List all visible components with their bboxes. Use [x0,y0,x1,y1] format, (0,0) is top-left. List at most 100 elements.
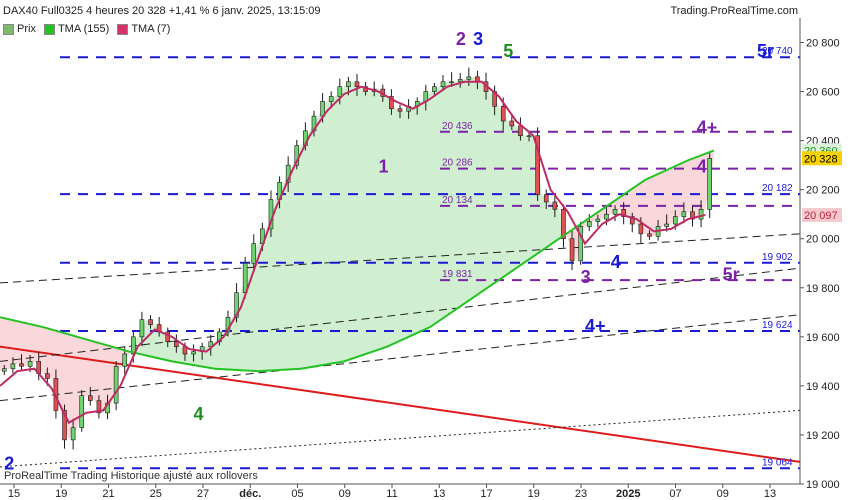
x-tick-label-16: 13 [764,488,776,500]
candle-body [569,238,575,262]
footer-note: ProRealTime Trading Historique ajusté au… [4,470,258,482]
fill-band [516,125,525,269]
fill-band [627,185,637,225]
fill-band [387,96,396,347]
candle-body [561,209,566,240]
x-tick-label-5: déc. [239,488,261,500]
y-tick-label-5: 19 800 [806,283,840,295]
fill-band [688,156,697,220]
wave-label-9: 4+ [697,117,718,137]
fill-band [369,89,379,353]
fill-band [344,81,353,362]
candle-body [337,86,343,97]
wave-label-4: 3 [473,29,483,49]
fill-band [146,319,155,358]
fill-band [318,101,327,366]
x-tick-label-3: 25 [150,488,162,500]
wave-label-6: 3 [581,267,591,287]
wave-label-3: 2 [456,29,466,49]
x-tick-label-11: 19 [528,488,540,500]
fill-band [481,81,491,292]
x-tick-label-9: 13 [433,488,445,500]
fill-band [25,323,35,367]
candle-body [552,201,558,210]
candle-body [10,363,16,370]
fill-band [361,86,370,356]
fill-band [421,91,431,331]
candle-body [88,395,93,401]
legend-label-prix: Prix [17,23,36,35]
x-tick-label-10: 17 [480,488,492,500]
chart-title: DAX40 Full0325 4 heures 20 328 +1,41 % 6… [3,5,321,17]
fill-band [266,199,276,371]
candle-body [139,319,145,338]
fill-band [464,76,474,304]
fill-band [507,121,517,275]
wave-label-12: 4+ [585,316,606,336]
candle-body [466,76,472,80]
fill-band [352,81,362,359]
candle-body [647,233,652,237]
fill-band [86,339,95,401]
legend-label-tma7: TMA (7) [131,23,171,35]
candle-body [672,216,678,225]
y-tick-label-1: 20 600 [806,87,840,99]
plot-area [0,18,800,484]
level-label-8: 19 064 [762,457,793,468]
candle-body [432,86,437,92]
candle-body [354,81,360,87]
trendline-0 [0,345,801,463]
candle-body [174,341,179,347]
candle-body [440,81,446,87]
candle-body [328,96,334,102]
candle-body [2,368,7,372]
tma7-line [0,80,706,425]
candle-body [604,213,609,220]
legend-swatch-tma7 [117,23,129,35]
fill-band [404,106,413,339]
y-tick-label-8: 19 200 [806,430,840,442]
candle-body [389,96,394,110]
candle-body [638,223,644,235]
fill-band [679,160,689,217]
candle-body [96,400,102,414]
chart-title-text: DAX40 Full0325 4 heures 20 328 +1,41 % 6… [3,5,321,17]
candle-body [45,373,50,379]
fill-band [0,317,9,372]
price-tag-1: 20 328 [804,153,838,165]
wave-label-0: 2 [4,453,14,473]
candle-body [500,105,506,122]
candle-body [586,221,592,227]
wave-label-10: 5r [757,41,774,61]
legend-swatch-prix [3,23,14,35]
legend-item-tma7[interactable]: TMA (7) [117,23,170,35]
legend-label-tma155: TMA (155) [57,23,110,35]
candle-body [27,361,33,367]
fill-band [447,81,456,316]
candle-body [612,209,618,215]
fill-band [645,175,654,237]
wave-label-5: 5 [503,41,513,61]
y-tick-label-0: 20 800 [806,38,840,50]
candle-body [62,410,67,441]
legend-item-tma155[interactable]: TMA (155) [43,23,110,35]
candle-body [621,209,626,217]
candle-body [19,363,24,367]
candle-body [543,194,549,203]
fill-band [8,319,18,369]
price-tag-bg-2 [802,207,842,222]
trendline-1 [0,233,801,284]
candle-body [113,365,119,404]
candle-body [449,81,454,84]
wave-label-7: 4 [611,252,621,272]
candle-body [70,427,76,441]
fill-band [550,201,560,245]
legend-swatch-tma155 [43,23,55,35]
fill-band [378,89,388,350]
fill-band [524,135,534,263]
fill-band [283,165,293,370]
candle-body [707,157,712,210]
x-tick-label-8: 11 [386,488,397,500]
legend-item-prix[interactable]: Prix [3,23,36,35]
